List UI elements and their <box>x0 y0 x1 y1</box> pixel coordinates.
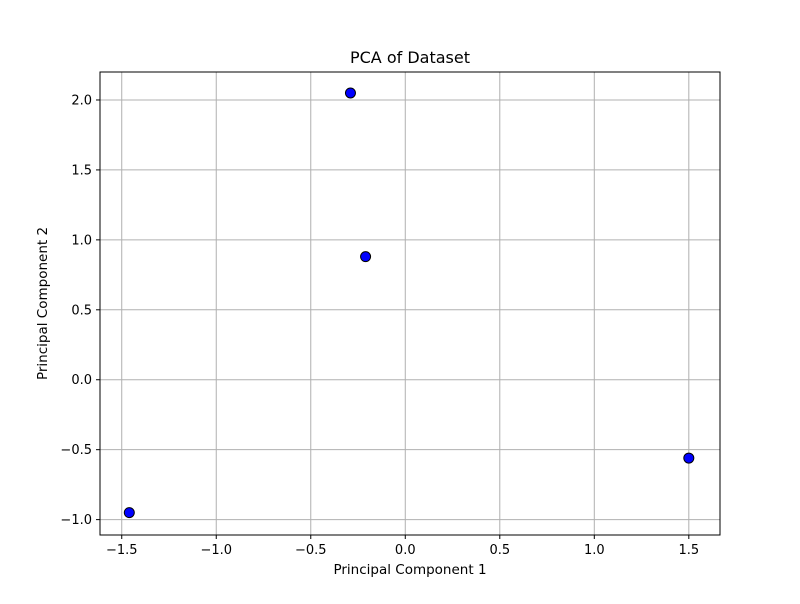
y-tick-label: 0.5 <box>71 303 92 318</box>
grid-layer <box>100 72 720 535</box>
y-tick-label: −0.5 <box>60 443 92 458</box>
x-tick-label: −0.5 <box>295 543 327 558</box>
y-tick-label: 1.0 <box>71 233 92 248</box>
plot-frame <box>99 71 721 536</box>
data-point <box>123 507 135 519</box>
y-tick-label: 2.0 <box>71 93 92 108</box>
ticks-layer: −1.5 −1.0 −0.5 0.0 0.5 1.0 1.5 −1.0 −0.5 0.0 0.5 1.… <box>60 93 699 558</box>
y-tick-label: 1.5 <box>71 163 92 178</box>
x-tick-label: −1.0 <box>200 543 232 558</box>
data-point <box>360 251 372 263</box>
data-point <box>344 87 356 99</box>
y-tick-label: −1.0 <box>60 513 92 528</box>
x-tick-label: −1.5 <box>106 543 138 558</box>
data-point <box>683 452 695 464</box>
x-tick-label: 1.5 <box>678 543 699 558</box>
y-tick-label: 0.0 <box>71 373 92 388</box>
points-layer <box>123 87 695 519</box>
x-tick-label: 0.5 <box>489 543 510 558</box>
x-tick-label: 1.0 <box>584 543 605 558</box>
y-axis-label: Principal Component 2 <box>35 227 51 380</box>
x-axis-label: Principal Component 1 <box>333 562 486 578</box>
chart-title: PCA of Dataset <box>350 48 470 67</box>
x-tick-label: 0.0 <box>395 543 416 558</box>
